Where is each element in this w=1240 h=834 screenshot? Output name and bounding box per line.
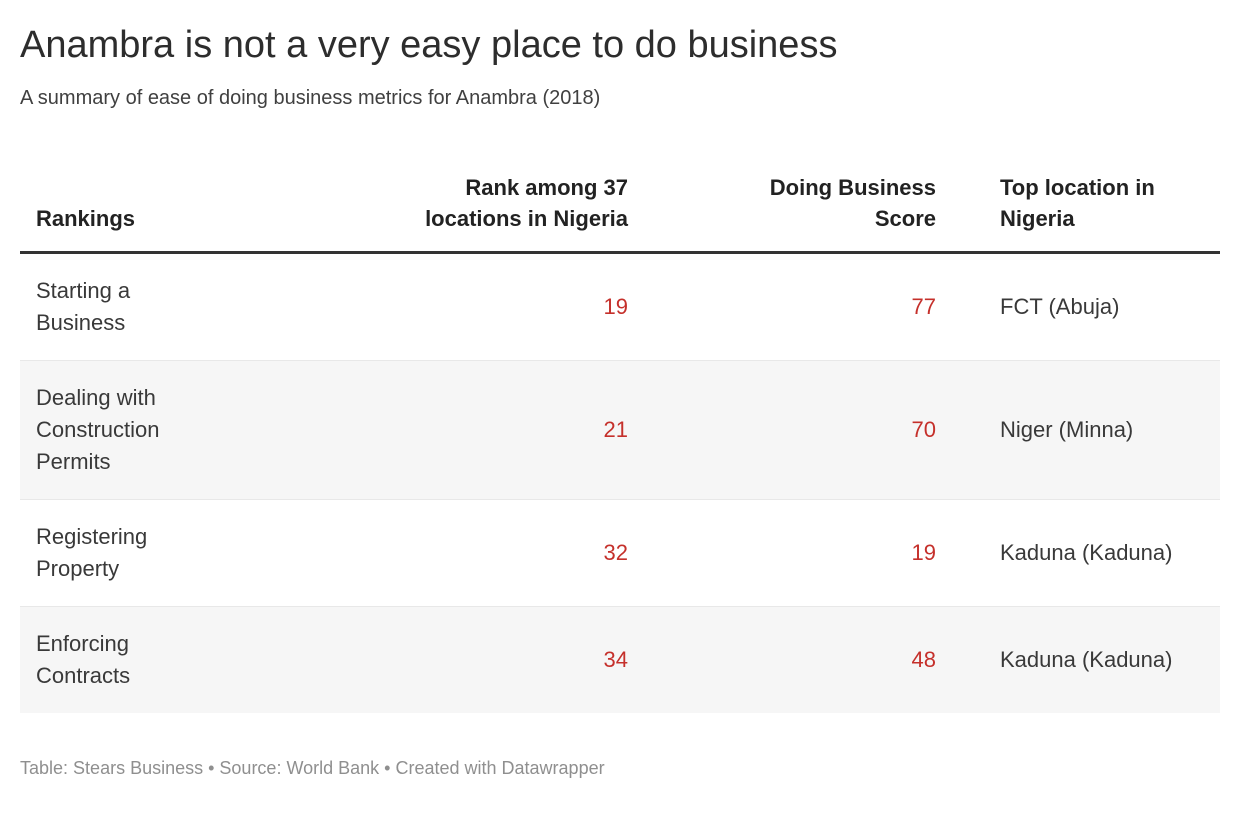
footer-credit-prefix: • Created with — [379, 758, 502, 778]
cell-ranking: Dealing with Construction Permits — [36, 385, 160, 474]
column-header-rankings: Rankings — [36, 206, 136, 231]
cell-rank: 34 — [603, 647, 628, 672]
cell-rank: 32 — [603, 540, 628, 565]
footer-datawrapper-link[interactable]: Datawrapper — [501, 758, 605, 778]
cell-rank: 19 — [603, 294, 628, 319]
cell-score: 19 — [911, 540, 936, 565]
cell-ranking: Starting a Business — [36, 278, 131, 335]
attribution-footer: Table: Stears Business • Source: World B… — [20, 756, 1220, 780]
table-row: Enforcing Contracts 34 48 Kaduna (Kaduna… — [20, 606, 1220, 713]
ease-of-business-table: Rankings Rank among 37 locations in Nige… — [20, 172, 1220, 713]
cell-top-location: FCT (Abuja) — [1000, 294, 1120, 319]
cell-top-location: Niger (Minna) — [1000, 417, 1134, 442]
cell-score: 48 — [911, 647, 936, 672]
footer-source-link-worldbank[interactable]: World Bank — [286, 758, 380, 778]
column-header-rank: Rank among 37 locations in Nigeria — [425, 175, 628, 231]
column-header-score: Doing Business Score — [769, 175, 936, 231]
cell-ranking: Registering Property — [36, 524, 148, 581]
footer-source-link-stears[interactable]: Stears Business — [73, 758, 204, 778]
page-container: Anambra is not a very easy place to do b… — [0, 22, 1240, 780]
page-subtitle: A summary of ease of doing business metr… — [20, 87, 601, 109]
cell-score: 77 — [911, 294, 936, 319]
cell-score: 70 — [911, 417, 936, 442]
table-header-row: Rankings Rank among 37 locations in Nige… — [20, 172, 1220, 254]
cell-top-location: Kaduna (Kaduna) — [1000, 540, 1173, 565]
column-header-top-location: Top location in Nigeria — [1000, 175, 1155, 231]
cell-rank: 21 — [603, 417, 628, 442]
page-title: Anambra is not a very easy place to do b… — [20, 24, 838, 66]
table-row: Dealing with Construction Permits 21 70 … — [20, 360, 1220, 499]
footer-table-prefix: Table: — [20, 758, 74, 778]
footer-source-prefix: • Source: — [203, 758, 287, 778]
table-row: Starting a Business 19 77 FCT (Abuja) — [20, 254, 1220, 360]
cell-top-location: Kaduna (Kaduna) — [1000, 647, 1173, 672]
cell-ranking: Enforcing Contracts — [36, 631, 131, 688]
table-row: Registering Property 32 19 Kaduna (Kadun… — [20, 499, 1220, 606]
